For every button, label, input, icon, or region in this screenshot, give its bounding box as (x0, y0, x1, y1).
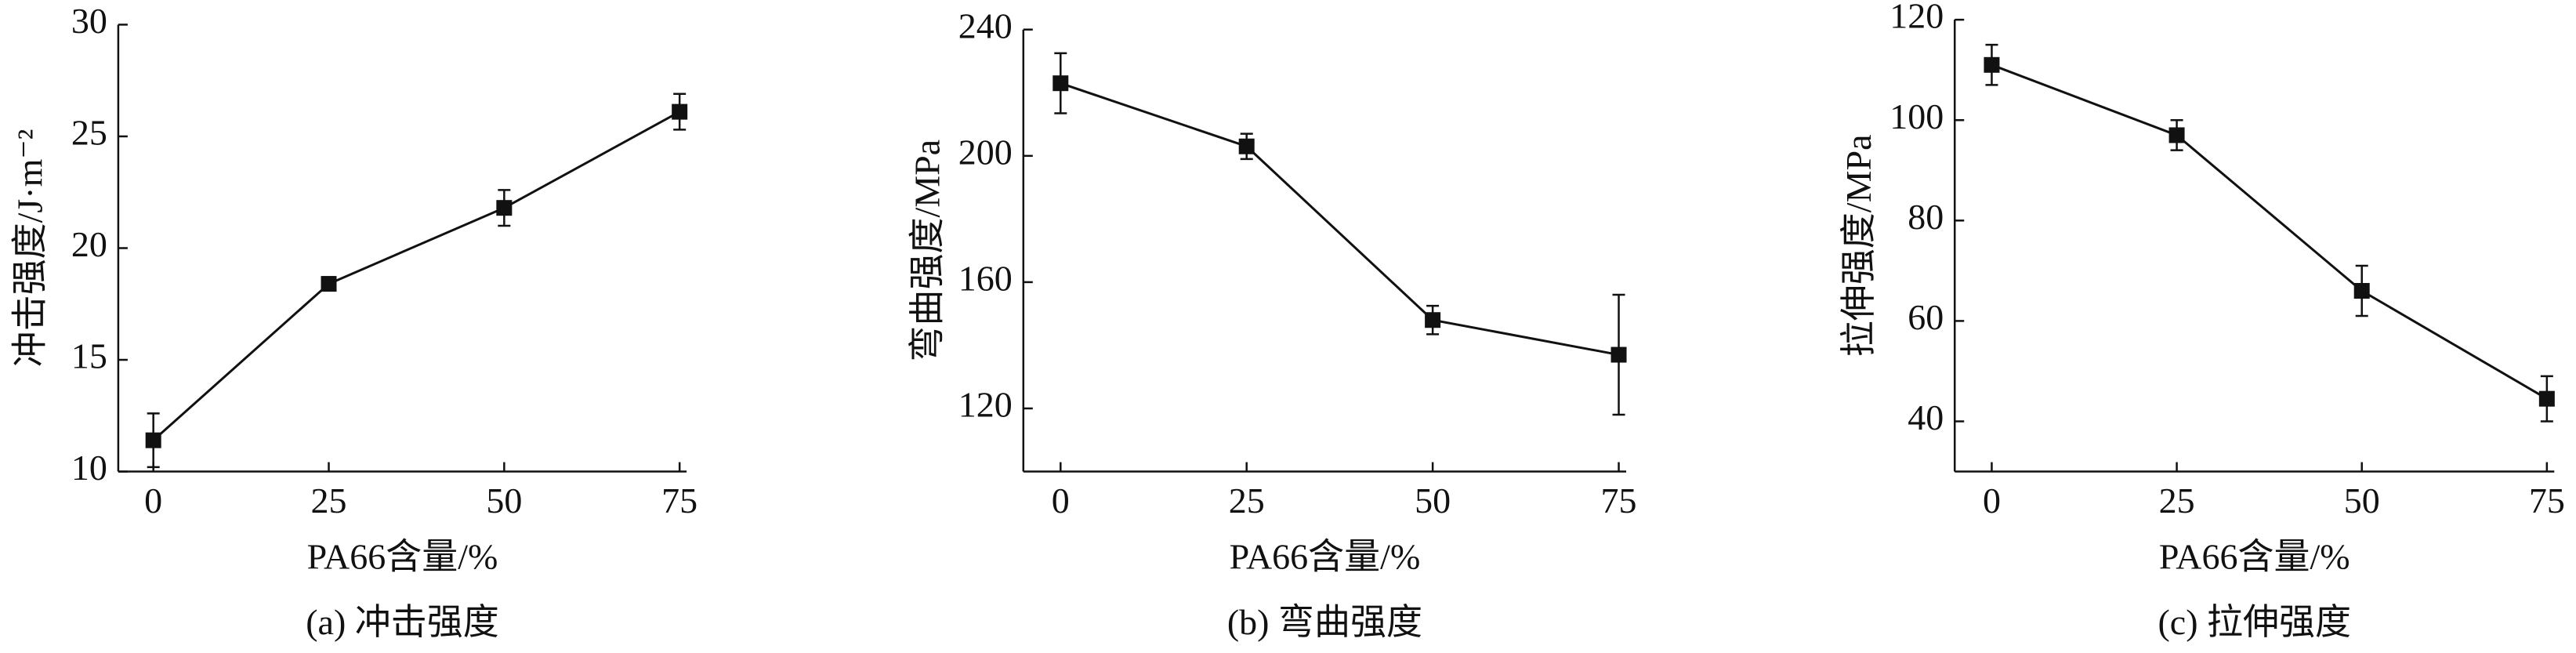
y-tick-label: 10 (71, 448, 107, 488)
x-tick-label: 50 (486, 481, 522, 521)
y-tick-label: 160 (958, 258, 1013, 298)
y-tick-label: 100 (1889, 96, 1944, 136)
y-axis-label: 拉伸强度/MPa (1839, 135, 1879, 357)
data-line (1991, 63, 2548, 400)
x-tick-label: 25 (1229, 481, 1265, 521)
data-point (1425, 312, 1441, 328)
x-tick-label: 0 (1983, 481, 2001, 521)
data-point (1238, 138, 1255, 154)
data-line (152, 111, 680, 441)
x-axis-label: PA66含量/% (2159, 536, 2350, 576)
y-axis-label: 冲击强度/J·m⁻² (9, 129, 49, 368)
y-tick-label: 40 (1908, 397, 1944, 437)
y-tick-label: 25 (71, 113, 107, 153)
data-point (672, 103, 688, 120)
data-point (2538, 390, 2555, 407)
x-axis-label: PA66含量/% (307, 536, 498, 576)
x-tick-label: 75 (661, 481, 697, 521)
data-point (1053, 75, 1069, 92)
x-tick-label: 0 (1052, 481, 1070, 521)
caption: (c) 拉伸强度 (2158, 602, 2351, 642)
y-tick-label: 80 (1908, 197, 1944, 237)
y-tick-label: 120 (958, 385, 1013, 425)
data-point (1984, 56, 2000, 73)
caption: (a) 冲击强度 (306, 602, 499, 642)
data-point (496, 200, 513, 216)
x-tick-label: 25 (2159, 481, 2195, 521)
x-tick-label: 0 (144, 481, 162, 521)
data-point (321, 276, 337, 292)
y-tick-label: 120 (1889, 0, 1944, 36)
x-tick-label: 75 (2529, 481, 2565, 521)
x-tick-label: 25 (311, 481, 347, 521)
data-point (1610, 346, 1627, 363)
x-tick-label: 75 (1601, 481, 1637, 521)
x-axis-label: PA66含量/% (1230, 536, 1421, 576)
data-point (2168, 127, 2185, 143)
data-point (145, 432, 161, 448)
x-tick-label: 50 (1415, 481, 1451, 521)
x-tick-label: 50 (2344, 481, 2380, 521)
y-tick-label: 30 (71, 1, 107, 41)
y-tick-label: 60 (1908, 297, 1944, 337)
y-tick-label: 200 (958, 132, 1013, 172)
caption: (b) 弯曲强度 (1227, 602, 1422, 642)
y-tick-label: 15 (71, 336, 107, 376)
y-tick-label: 240 (958, 5, 1013, 45)
data-point (2353, 282, 2370, 299)
y-axis-label: 弯曲强度/MPa (907, 140, 947, 362)
data-line (1060, 82, 1619, 357)
y-tick-label: 20 (71, 224, 107, 264)
